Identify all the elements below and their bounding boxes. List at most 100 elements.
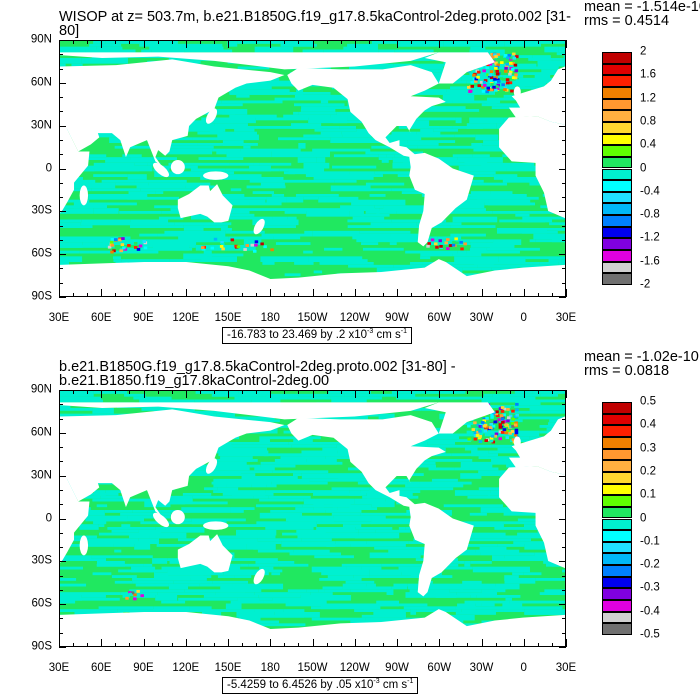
ocean-band (144, 501, 159, 508)
anomaly-cell (474, 79, 478, 83)
anomaly-cell (504, 431, 508, 435)
ocean-band (263, 600, 286, 604)
ocean-band (522, 230, 558, 234)
lat-tick (559, 82, 566, 84)
ocean-band (552, 58, 565, 61)
ocean-band (119, 247, 182, 251)
ocean-band (113, 544, 135, 547)
ocean-band (504, 41, 542, 47)
ocean-band (419, 481, 472, 485)
lat-tick-label: 60N (30, 76, 52, 89)
lon-minor-tick (284, 40, 286, 44)
anomaly-cell (206, 236, 210, 240)
lat-minor-tick (562, 197, 566, 199)
ocean-band (143, 563, 153, 567)
ocean-band (349, 211, 364, 217)
anomaly-cell (491, 424, 496, 428)
ocean-band (314, 128, 357, 132)
map-svg (60, 41, 565, 296)
ocean-band (157, 143, 198, 146)
ocean-band (331, 399, 367, 403)
ocean-band (443, 504, 503, 508)
colorbar-box (602, 495, 632, 507)
ocean-band (391, 586, 408, 590)
ocean-band (195, 245, 256, 251)
ocean-band (60, 222, 81, 228)
ocean-band (194, 473, 256, 476)
anomaly-cell (487, 88, 491, 92)
ocean-band (101, 179, 135, 183)
ocean-band (200, 174, 262, 180)
lat-tick (559, 432, 566, 434)
mean-value: mean = -1.514e-10 (584, 0, 700, 15)
lon-minor-tick (129, 40, 131, 44)
anomaly-cell (491, 440, 496, 444)
anomaly-cell (494, 61, 498, 65)
ocean-band (252, 191, 274, 194)
ocean-band (369, 569, 402, 576)
ocean-band (96, 46, 123, 50)
anomaly-cell (506, 56, 510, 60)
ocean-band (370, 222, 417, 228)
colorbar-box (602, 52, 632, 64)
ocean-band (313, 177, 374, 180)
ocean-band (291, 436, 321, 440)
lat-tick (59, 561, 66, 563)
lat-tick (559, 518, 566, 520)
lon-minor-tick (115, 40, 117, 44)
lat-minor-tick (59, 268, 63, 270)
ocean-band (393, 63, 420, 67)
ocean-band (327, 575, 354, 578)
colorbar-box (602, 576, 632, 589)
ocean-band (318, 589, 325, 593)
ocean-band (503, 510, 550, 516)
anomaly-cell (488, 73, 492, 77)
ocean-band (168, 162, 230, 166)
colorbar-box (602, 191, 632, 204)
lat-tick (59, 168, 66, 170)
ocean-band (240, 470, 273, 474)
lon-minor-tick (87, 40, 89, 44)
colorbar-label: -1.2 (640, 231, 660, 244)
lon-tick (397, 390, 398, 398)
ocean-band (69, 157, 131, 160)
lat-tick-label: 30S (31, 204, 52, 217)
anomaly-cell (489, 422, 494, 426)
lat-tick-label: 90N (30, 33, 52, 46)
anomaly-cell (446, 247, 450, 251)
ocean-band (255, 504, 303, 508)
ocean-band (157, 233, 205, 237)
lon-tick-label: 60W (427, 662, 452, 674)
anomaly-cell (138, 244, 143, 248)
colorbar-box (602, 565, 632, 577)
anomaly-cell (495, 420, 499, 423)
ocean-band (496, 97, 531, 101)
ocean-band (469, 512, 487, 516)
lat-tick (59, 40, 66, 41)
ocean-band (478, 470, 524, 476)
ocean-band (230, 507, 255, 510)
colorbar-label: 0.1 (640, 488, 656, 501)
ocean-band (259, 162, 292, 166)
lon-tick (59, 289, 60, 297)
ocean-band (114, 580, 133, 584)
anomaly-cell (513, 76, 518, 80)
ocean-band (203, 250, 212, 257)
ocean-band (533, 233, 565, 240)
ocean-band (115, 518, 144, 522)
ocean-band (243, 239, 262, 245)
lon-minor-tick (115, 390, 117, 394)
ocean-band (515, 399, 541, 406)
ocean-band (540, 399, 565, 403)
ocean-band (508, 410, 531, 414)
ocean-band (170, 208, 178, 211)
ocean-band (81, 58, 128, 64)
ocean-band (319, 578, 362, 581)
ocean-band (391, 188, 438, 192)
ocean-band (442, 563, 459, 567)
ocean-band (303, 162, 330, 169)
ocean-band (472, 154, 490, 158)
anomaly-cell (511, 438, 516, 442)
lon-minor-tick (340, 293, 342, 297)
ocean-band (80, 222, 135, 226)
